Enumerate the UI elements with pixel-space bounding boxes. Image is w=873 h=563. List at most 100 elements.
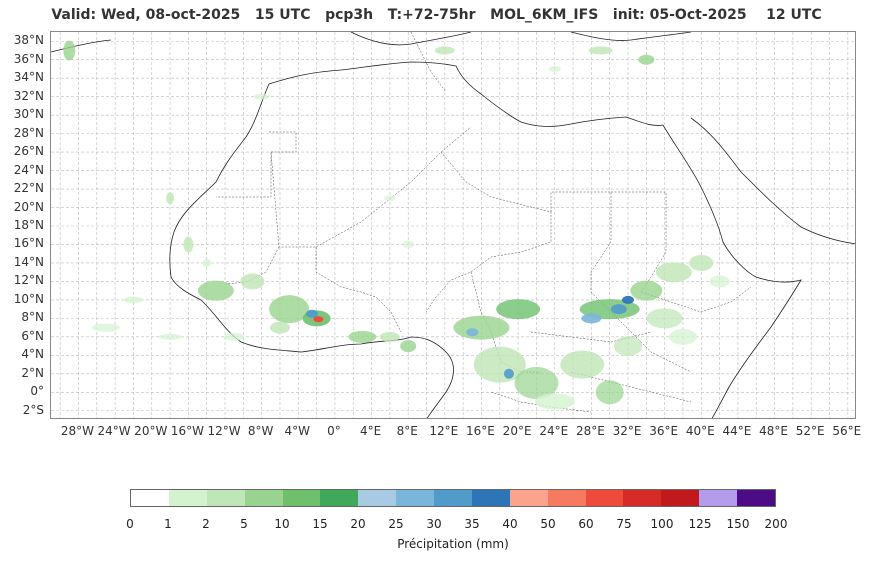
lon-label: 28°W [60, 424, 95, 438]
precip-cell [197, 280, 234, 301]
lat-label: 2°S [22, 402, 44, 417]
precip-cell [496, 299, 541, 320]
coastlines [51, 32, 855, 418]
colorbar-segment [661, 490, 700, 506]
lat-label: 34°N [13, 70, 44, 85]
colorbar-segment [547, 490, 586, 506]
colorbar-segment [471, 490, 510, 506]
precip-cell [534, 393, 575, 410]
lon-label: 24°W [97, 424, 131, 438]
lat-label: 30°N [13, 107, 44, 122]
lat-label: 28°N [13, 125, 44, 140]
lon-label: 20°E [502, 424, 532, 438]
precip-cell [123, 296, 144, 303]
precip-cell [595, 380, 624, 405]
precip-cell [638, 54, 655, 65]
precip-cell [655, 262, 692, 283]
lat-label: 8°N [21, 310, 44, 325]
precip-cell [689, 254, 714, 271]
colorbar-tick-label: 50 [540, 517, 556, 531]
lon-label: 16°W [170, 424, 204, 438]
lat-label: 2°N [21, 365, 44, 380]
colorbar-segment [699, 490, 737, 506]
precip-cell [630, 280, 663, 301]
colorbar-segment [131, 490, 169, 506]
precip-cell [466, 328, 479, 337]
precip-cell [453, 315, 510, 340]
precip-cell [306, 309, 319, 318]
precip-cell [514, 367, 559, 400]
precip-cell [709, 275, 730, 288]
lat-label: 0° [30, 384, 44, 399]
lon-label: 16°E [466, 424, 495, 438]
precip-cell [646, 308, 683, 329]
precip-cell [158, 333, 183, 340]
colorbar-segment [509, 490, 548, 506]
precip-cell [614, 336, 643, 357]
lat-label: 18°N [13, 218, 44, 232]
lon-label: 12°E [429, 424, 459, 438]
colorbar-tick-label: 150 [726, 517, 750, 531]
lon-label: 44°E [722, 424, 752, 438]
precip-cell [269, 295, 310, 324]
precip-cell [548, 65, 561, 72]
colorbar [130, 489, 776, 507]
colorbar-segment [434, 490, 472, 506]
colorbar-segment [358, 490, 397, 506]
precip-cell [91, 323, 120, 332]
colorbar-tick-label: 15 [312, 517, 328, 531]
precip-cell [166, 192, 175, 205]
lat-label: 36°N [13, 51, 44, 66]
lon-label: 4°W [284, 424, 311, 438]
precip-cell [560, 350, 605, 379]
colorbar-tick-label: 5 [240, 517, 248, 531]
precip-cell [63, 40, 76, 61]
gridlines [51, 32, 855, 418]
precip-cell [348, 330, 377, 343]
lat-label: 14°N [13, 254, 44, 269]
lat-label: 16°N [13, 236, 44, 251]
colorbar-tick-label: 1 [164, 517, 172, 531]
lat-label: 6°N [21, 328, 44, 343]
precip-cell [402, 240, 415, 249]
colorbar-segment [585, 490, 624, 506]
lat-label: 38°N [13, 33, 44, 48]
colorbar-tick-label: 10 [274, 517, 290, 531]
precip-cell [224, 332, 245, 341]
colorbar-tick-label: 75 [616, 517, 632, 531]
map-frame [50, 31, 856, 419]
colorbar-tick-label: 25 [388, 517, 404, 531]
colorbar-tick-label: 200 [764, 517, 788, 531]
precipitation-field [63, 40, 730, 410]
colorbar-tick-label: 0 [126, 517, 134, 531]
colorbar-segment [623, 490, 662, 506]
map-title: Valid: Wed, 08-oct-2025 15 UTC pcp3h T:+… [51, 7, 822, 23]
lat-label: 20°N [13, 199, 44, 214]
colorbar-segment [206, 490, 245, 506]
lon-label: 28°E [575, 424, 605, 438]
lon-label: 32°E [612, 424, 642, 438]
precip-cell [313, 316, 324, 323]
colorbar-segment [168, 490, 207, 506]
precip-cell [400, 340, 417, 353]
colorbar-tick-label: 2 [202, 517, 210, 531]
lon-label: 52°E [795, 424, 825, 438]
lon-label: 8°E [396, 424, 418, 438]
colorbar-segment [396, 490, 434, 506]
precip-cell [269, 321, 290, 334]
lon-label: 0° [327, 424, 341, 438]
colorbar-segment [244, 490, 283, 506]
colorbar-tick-label: 35 [464, 517, 480, 531]
lat-label: 4°N [21, 347, 44, 362]
lat-label: 32°N [13, 88, 44, 103]
colorbar-segment [737, 490, 775, 506]
colorbar-label: Précipitation (mm) [397, 537, 509, 551]
lon-label: 24°E [539, 424, 569, 438]
precip-cell [581, 313, 602, 324]
colorbar-tick-label: 40 [502, 517, 518, 531]
precip-cell [588, 46, 613, 55]
colorbar-segment [320, 490, 359, 506]
lat-label: 12°N [13, 273, 44, 288]
precip-cell [434, 46, 455, 55]
lat-label: 24°N [13, 162, 44, 177]
